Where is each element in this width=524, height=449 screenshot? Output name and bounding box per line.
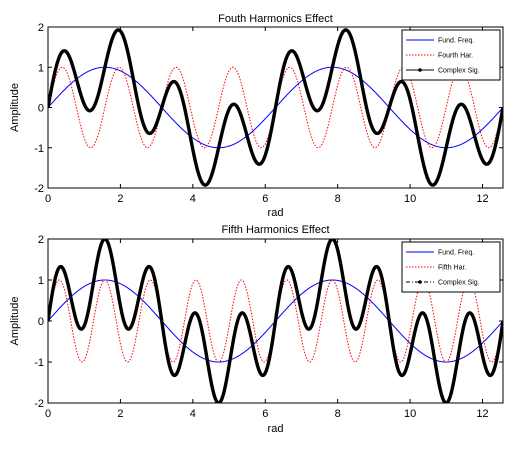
series-line-2 (48, 66, 503, 149)
chart-title: Fifth Harmonics Effect (222, 224, 330, 236)
x-tick-label: 6 (262, 193, 268, 205)
y-tick-label: -2 (34, 183, 44, 195)
plot-lines (48, 239, 503, 403)
plot-lines (48, 28, 503, 187)
y-axis-label: Amplitude (9, 83, 21, 132)
y-tick-label: 1 (38, 275, 44, 287)
x-tick-label: 2 (117, 408, 123, 420)
legend: Fund. Freq. Fourth Har. Complex Sig. (401, 29, 501, 81)
legend-label: Fourth Har. (438, 53, 473, 60)
legend-label: Fund. Freq. (438, 38, 474, 45)
x-axis-label: rad (268, 207, 284, 219)
y-tick-label: 0 (38, 316, 44, 328)
x-tick-label: 12 (476, 408, 488, 420)
y-tick-label: 1 (38, 62, 44, 74)
legend-label: Complex Sig. (438, 68, 480, 75)
x-tick-label: 4 (190, 408, 196, 420)
series-line-3 (48, 239, 503, 403)
x-tick-label: 8 (335, 408, 341, 420)
x-tick-label: 6 (262, 408, 268, 420)
legend-label: Fund. Freq. (438, 250, 474, 257)
chart-title: Fouth Harmonics Effect (218, 13, 333, 25)
y-axis-label: Amplitude (9, 297, 21, 346)
x-tick-label: 10 (404, 193, 416, 205)
y-tick-label: -1 (34, 143, 44, 155)
series-line-3 (48, 28, 503, 187)
y-tick-label: 0 (38, 103, 44, 115)
legend-label: Fifth Har. (438, 265, 466, 272)
x-tick-label: 4 (190, 193, 196, 205)
legend: Fund. Freq. Fifth Har. Complex Sig. (401, 241, 501, 293)
x-axis-label: rad (268, 423, 284, 435)
y-tick-label: -1 (34, 357, 44, 369)
y-tick-label: 2 (38, 234, 44, 246)
x-tick-label: 8 (335, 193, 341, 205)
x-tick-label: 0 (45, 408, 51, 420)
x-tick-label: 0 (45, 193, 51, 205)
y-tick-label: 2 (38, 22, 44, 34)
y-tick-label: -2 (34, 398, 44, 410)
legend-marker (418, 280, 422, 284)
legend-label: Complex Sig. (438, 280, 480, 287)
x-tick-label: 10 (404, 408, 416, 420)
legend-marker (418, 68, 422, 72)
x-tick-label: 12 (476, 193, 488, 205)
x-tick-label: 2 (117, 193, 123, 205)
